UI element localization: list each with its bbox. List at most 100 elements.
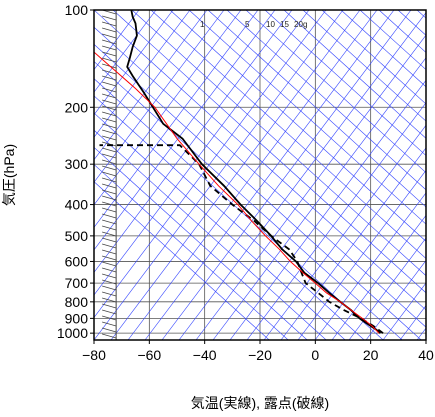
isotherm-line (94, 10, 276, 251)
x-tick-label: 0 (311, 347, 319, 363)
y-tick-label: 400 (65, 197, 89, 213)
adiabat-line (264, 10, 426, 156)
isotherm-line (94, 10, 225, 183)
isotherm-line (195, 34, 426, 340)
series-parcel (94, 51, 380, 334)
isotherm-line (331, 214, 426, 340)
mixing-ratio-label: g (303, 20, 307, 29)
x-axis-label: 気温(実線), 露点(破線) (191, 395, 329, 411)
isotherm-line (94, 10, 293, 273)
mixing-ratio-label: 10 (266, 20, 275, 29)
wind-barb (102, 261, 117, 267)
y-tick-label: 100 (65, 2, 89, 18)
isotherm-line (127, 10, 378, 340)
wind-barb (102, 201, 117, 207)
mixing-ratio-labels: 1 5 10 15 20 g (200, 20, 307, 29)
adiabat-line (94, 112, 346, 340)
wind-barb (102, 231, 117, 237)
wind-barb (102, 177, 117, 183)
wind-barb (102, 21, 117, 27)
isotherm-line (94, 10, 157, 93)
wind-barb (102, 99, 117, 105)
wind-barb-layer (102, 10, 117, 340)
adiabat-line (112, 10, 426, 294)
adiabat-line (94, 43, 422, 340)
adiabat-line (94, 61, 403, 340)
isotherm-line (382, 282, 426, 340)
isotherm-line (94, 10, 208, 161)
isotherm-line (94, 10, 344, 340)
adiabat-line (321, 10, 426, 105)
wind-barb (102, 219, 117, 225)
wind-barb (102, 195, 117, 201)
isotherm-line (94, 10, 259, 228)
x-tick-label: 20 (363, 347, 379, 363)
adiabat-line (94, 146, 308, 340)
adiabat-line (302, 10, 426, 122)
isotherm-line (110, 10, 361, 340)
y-tick-label: 700 (65, 275, 89, 291)
wind-barb (102, 207, 117, 213)
wind-barb (102, 315, 117, 321)
adiabat-line (131, 10, 426, 277)
wind-barb (102, 123, 117, 129)
mixing-ratio-label: 1 (200, 20, 205, 29)
isotherm-line (314, 192, 426, 340)
isotherm-line (229, 79, 426, 340)
wind-barb (102, 321, 117, 327)
wind-barb (102, 75, 117, 81)
isotherm-line (365, 259, 426, 340)
adiabat-line (188, 10, 426, 225)
wind-barb (102, 141, 117, 147)
adiabat-line (169, 10, 426, 242)
wind-barb (102, 39, 117, 45)
x-tick-label: −20 (248, 347, 272, 363)
wind-barb (102, 165, 117, 171)
isotherm-line (161, 10, 412, 340)
y-tick-label: 200 (65, 99, 89, 115)
y-tick-label: 500 (65, 228, 89, 244)
wind-barb (102, 171, 117, 177)
series-layer (94, 10, 384, 334)
mixing-ratio-label: 15 (280, 20, 289, 29)
y-tick-label: 800 (65, 294, 89, 310)
wind-barb (102, 333, 117, 339)
mixing-ratio-label: 5 (245, 20, 250, 29)
isotherm-line (94, 10, 174, 116)
wind-barb (102, 309, 117, 315)
wind-barb (102, 213, 117, 219)
wind-barb (102, 51, 117, 57)
wind-barb (102, 237, 117, 243)
wind-barb (102, 57, 117, 63)
wind-barb (102, 279, 117, 285)
wind-barb (102, 285, 117, 291)
y-axis-label: 気圧(hPa) (1, 144, 17, 206)
adiabat-line (226, 10, 426, 191)
wind-barb (102, 81, 117, 87)
adiabat-line (94, 129, 327, 340)
wind-barb (102, 273, 117, 279)
wind-barb (102, 303, 117, 309)
isotherm-line (178, 12, 426, 340)
isotherm-line (246, 102, 426, 340)
wind-barb (102, 183, 117, 189)
wind-barb (102, 297, 117, 303)
y-tick-label: 600 (65, 253, 89, 269)
wind-barb (102, 33, 117, 39)
isotherm-line (263, 124, 426, 340)
y-tick-label: 300 (65, 156, 89, 172)
mixing-ratio-label: 20 (294, 20, 303, 29)
isotherm-line (348, 237, 426, 340)
wind-barb (102, 15, 117, 21)
y-tick-label: 900 (65, 310, 89, 326)
isotherm-line (94, 10, 310, 296)
x-tick-label: −40 (193, 347, 217, 363)
isotherm-line (94, 10, 191, 138)
wind-barb (102, 129, 117, 135)
wind-barb (102, 189, 117, 195)
adiabat-line (207, 10, 426, 208)
wind-barb (102, 159, 117, 165)
adiabat-line (359, 10, 426, 71)
